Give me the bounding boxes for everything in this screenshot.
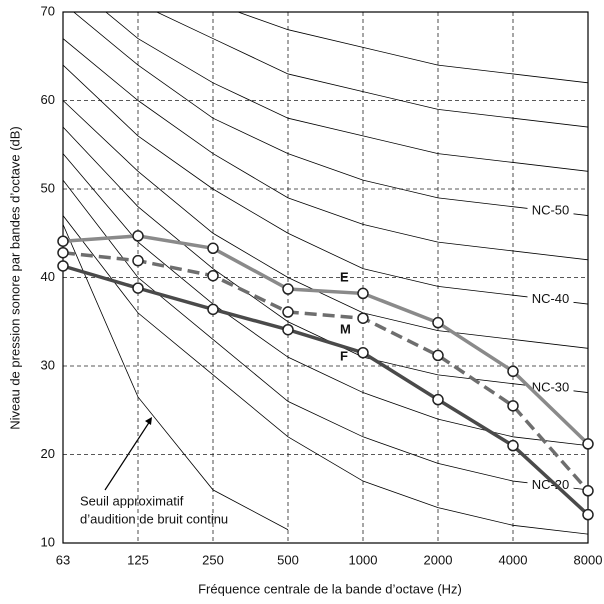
data-point [432,316,444,329]
data-point [207,269,219,282]
data-point [207,303,219,316]
data-point [282,306,294,318]
data-point [582,485,594,497]
series-label: E [340,269,349,284]
label-bg [527,203,574,220]
data-point [507,439,519,452]
nc-curve [63,100,588,349]
y-tick-label: 60 [41,92,55,107]
plot-clip [63,12,588,535]
series-label: F [340,348,348,363]
nc-curve [73,12,588,216]
nc-curve [63,179,588,491]
x-tick-label: 125 [127,552,149,567]
nc-label: NC-30 [532,380,570,395]
data-point [57,246,69,259]
data-point [357,312,369,324]
nc-curve [63,38,588,261]
x-tick-label: 1000 [349,552,378,567]
data-point [57,235,69,247]
series-line [62,264,590,516]
x-axis-label: Fréquence centrale de la bande d’octave … [198,581,462,596]
nc-curve [236,12,588,84]
data-point [132,282,144,294]
series-label: M [340,321,351,336]
data-point [357,287,369,300]
x-tick-label: 63 [56,552,70,567]
data-point [132,230,144,242]
nc-curve [63,153,588,447]
data-point [357,346,369,359]
x-tick-label: 500 [277,552,299,567]
data-point [582,508,594,521]
annotation-line: Seuil approximatif [80,493,184,508]
nc-curve [63,64,588,305]
x-tick-label: 250 [202,552,224,567]
nc-curve [155,12,588,128]
annotation-line: d’audition de bruit continu [80,511,228,526]
y-tick-label: 40 [41,269,55,284]
data-point [432,393,444,406]
data-point [132,254,144,267]
annotation-arrow [104,420,151,491]
data-point [507,400,519,412]
x-tick-label: 4000 [499,552,528,567]
nc-label: NC-40 [532,291,570,306]
y-axis-label: Niveau de pression sonore par bandes d’o… [7,126,22,430]
y-tick-label: 30 [41,357,55,372]
y-tick-label: 20 [41,446,55,461]
nc-curve [63,215,588,535]
nc-curve [105,12,588,172]
plot-frame [62,11,589,544]
data-point [507,365,519,378]
data-point [582,438,594,450]
x-tick-label: 8000 [574,552,603,567]
threshold-curve [63,224,289,531]
y-tick-label: 10 [41,534,55,549]
nc-label: NC-50 [532,203,570,218]
series-line [62,250,590,492]
data-point [207,242,219,255]
arrow-head [145,417,152,425]
data-point [282,323,294,336]
data-point [282,283,294,295]
y-tick-label: 70 [41,3,55,18]
data-point [57,260,69,272]
y-tick-label: 50 [41,180,55,195]
series-line [62,234,590,446]
data-point [432,349,444,362]
label-bg [527,380,574,397]
x-tick-label: 2000 [424,552,453,567]
label-bg [527,291,574,308]
